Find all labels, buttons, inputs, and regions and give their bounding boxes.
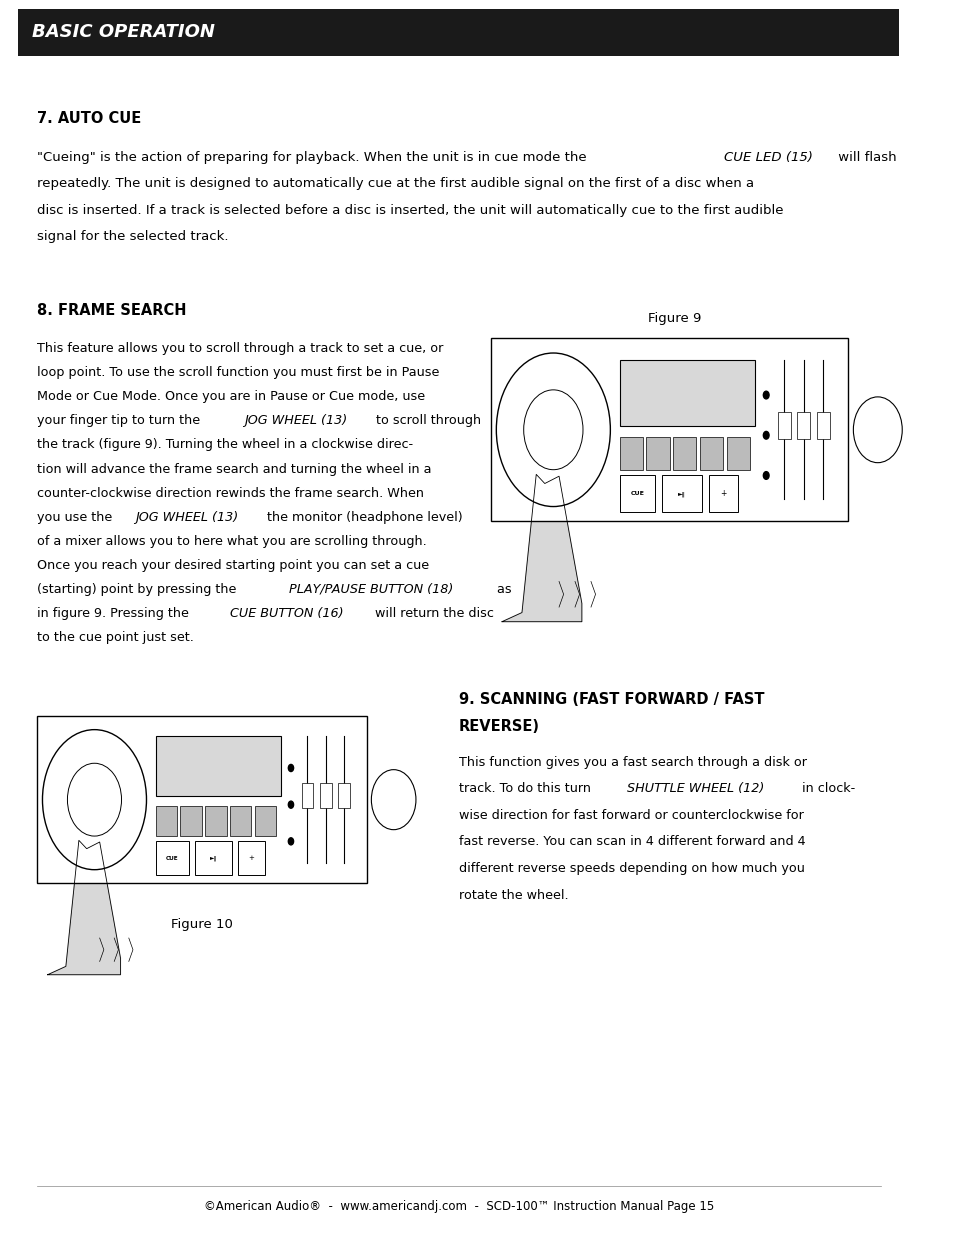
Text: (starting) point by pressing the: (starting) point by pressing the	[36, 583, 240, 597]
FancyBboxPatch shape	[301, 783, 314, 808]
FancyBboxPatch shape	[238, 841, 264, 874]
Text: the track (figure 9). Turning the wheel in a clockwise direc-: the track (figure 9). Turning the wheel …	[36, 438, 413, 452]
Text: +: +	[248, 855, 254, 861]
Circle shape	[762, 431, 768, 440]
Text: SHUTTLE WHEEL (12): SHUTTLE WHEEL (12)	[627, 783, 764, 795]
Text: JOG WHEEL (13): JOG WHEEL (13)	[135, 511, 238, 524]
Text: 8. FRAME SEARCH: 8. FRAME SEARCH	[36, 303, 186, 317]
Text: PLAY/PAUSE BUTTON (18): PLAY/PAUSE BUTTON (18)	[289, 583, 453, 597]
Circle shape	[762, 472, 768, 479]
FancyBboxPatch shape	[180, 806, 202, 836]
FancyBboxPatch shape	[195, 841, 232, 874]
FancyBboxPatch shape	[797, 411, 809, 438]
Circle shape	[288, 802, 294, 808]
Polygon shape	[501, 474, 581, 621]
Circle shape	[288, 837, 294, 845]
Text: "Cueing" is the action of preparing for playback. When the unit is in cue mode t: "Cueing" is the action of preparing for …	[36, 151, 590, 164]
Text: repeatedly. The unit is designed to automatically cue at the first audible signa: repeatedly. The unit is designed to auto…	[36, 177, 753, 190]
Text: different reverse speeds depending on how much you: different reverse speeds depending on ho…	[458, 862, 803, 876]
Text: track. To do this turn: track. To do this turn	[458, 783, 594, 795]
FancyBboxPatch shape	[230, 806, 251, 836]
Text: +: +	[720, 489, 725, 498]
FancyBboxPatch shape	[205, 806, 226, 836]
FancyBboxPatch shape	[816, 411, 829, 438]
Text: CUE LED (15): CUE LED (15)	[723, 151, 812, 164]
Text: the monitor (headphone level): the monitor (headphone level)	[263, 511, 462, 524]
Text: ©American Audio®  -  www.americandj.com  -  SCD-100™ Instruction Manual Page 15: ©American Audio® - www.americandj.com - …	[203, 1200, 713, 1214]
Text: tion will advance the frame search and turning the wheel in a: tion will advance the frame search and t…	[36, 463, 431, 475]
Text: CUE BUTTON (16): CUE BUTTON (16)	[230, 608, 343, 620]
Text: of a mixer allows you to here what you are scrolling through.: of a mixer allows you to here what you a…	[36, 535, 426, 548]
Text: ►‖: ►‖	[678, 492, 685, 496]
Text: will return the disc: will return the disc	[371, 608, 494, 620]
Text: CUE: CUE	[166, 856, 178, 861]
Text: JOG WHEEL (13): JOG WHEEL (13)	[244, 415, 347, 427]
Text: ►‖: ►‖	[210, 856, 216, 861]
Text: fast reverse. You can scan in 4 different forward and 4: fast reverse. You can scan in 4 differen…	[458, 835, 804, 848]
Text: to the cue point just set.: to the cue point just set.	[36, 631, 193, 645]
Text: signal for the selected track.: signal for the selected track.	[36, 230, 228, 243]
Circle shape	[288, 764, 294, 772]
FancyBboxPatch shape	[726, 437, 749, 471]
FancyBboxPatch shape	[700, 437, 722, 471]
Text: 7. AUTO CUE: 7. AUTO CUE	[36, 111, 141, 126]
FancyBboxPatch shape	[661, 475, 701, 513]
Text: This function gives you a fast search through a disk or: This function gives you a fast search th…	[458, 756, 806, 769]
Text: REVERSE): REVERSE)	[458, 719, 539, 734]
Polygon shape	[48, 840, 120, 974]
FancyBboxPatch shape	[618, 361, 755, 426]
FancyBboxPatch shape	[155, 841, 189, 874]
Text: Once you reach your desired starting point you can set a cue: Once you reach your desired starting poi…	[36, 558, 428, 572]
Text: loop point. To use the scroll function you must first be in Pause: loop point. To use the scroll function y…	[36, 366, 438, 379]
FancyBboxPatch shape	[646, 437, 669, 471]
Text: 9. SCANNING (FAST FORWARD / FAST: 9. SCANNING (FAST FORWARD / FAST	[458, 692, 763, 706]
FancyBboxPatch shape	[319, 783, 332, 808]
FancyBboxPatch shape	[254, 806, 275, 836]
Text: BASIC OPERATION: BASIC OPERATION	[32, 23, 214, 41]
Text: disc is inserted. If a track is selected before a disc is inserted, the unit wil: disc is inserted. If a track is selected…	[36, 204, 782, 217]
FancyBboxPatch shape	[337, 783, 350, 808]
Text: This feature allows you to scroll through a track to set a cue, or: This feature allows you to scroll throug…	[36, 342, 442, 356]
Circle shape	[762, 391, 768, 399]
Text: your finger tip to turn the: your finger tip to turn the	[36, 415, 204, 427]
FancyBboxPatch shape	[673, 437, 696, 471]
Text: Figure 9: Figure 9	[647, 312, 700, 326]
FancyBboxPatch shape	[618, 437, 642, 471]
Text: in figure 9. Pressing the: in figure 9. Pressing the	[36, 608, 193, 620]
FancyBboxPatch shape	[490, 338, 847, 521]
Text: counter-clockwise direction rewinds the frame search. When: counter-clockwise direction rewinds the …	[36, 487, 423, 500]
FancyBboxPatch shape	[155, 736, 281, 797]
Text: Figure 10: Figure 10	[171, 918, 233, 931]
Text: CUE: CUE	[630, 492, 643, 496]
Text: Mode or Cue Mode. Once you are in Pause or Cue mode, use: Mode or Cue Mode. Once you are in Pause …	[36, 390, 424, 404]
Text: wise direction for fast forward or counterclockwise for: wise direction for fast forward or count…	[458, 809, 802, 823]
Text: to scroll through: to scroll through	[372, 415, 480, 427]
FancyBboxPatch shape	[155, 806, 177, 836]
FancyBboxPatch shape	[708, 475, 737, 513]
FancyBboxPatch shape	[18, 9, 898, 56]
Text: in clock-: in clock-	[797, 783, 854, 795]
Text: as: as	[493, 583, 511, 597]
FancyBboxPatch shape	[777, 411, 790, 438]
Text: will flash: will flash	[833, 151, 896, 164]
Text: you use the: you use the	[36, 511, 116, 524]
FancyBboxPatch shape	[36, 716, 367, 883]
Text: rotate the wheel.: rotate the wheel.	[458, 889, 568, 902]
FancyBboxPatch shape	[618, 475, 655, 513]
